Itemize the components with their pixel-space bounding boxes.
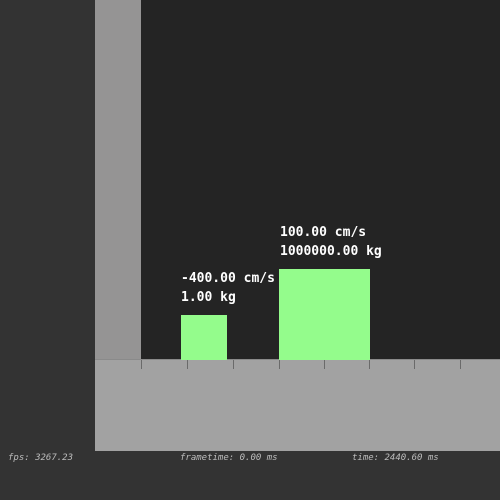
- floor-tick: [187, 360, 188, 369]
- floor-tick: [279, 360, 280, 369]
- floor-tick: [369, 360, 370, 369]
- time-readout: time: 2440.60 ms: [352, 453, 439, 463]
- left-wall: [95, 0, 141, 360]
- small-block: [181, 315, 227, 360]
- floor-tick: [324, 360, 325, 369]
- floor-tick: [141, 360, 142, 369]
- small-block-velocity-label: -400.00 cm/s: [181, 271, 275, 286]
- floor-tick: [460, 360, 461, 369]
- fps-readout: fps: 3267.23: [8, 453, 74, 463]
- large-block-velocity-label: 100.00 cm/s: [280, 225, 367, 240]
- frametime-readout: frametime: 0.00 ms: [180, 453, 278, 463]
- large-block-mass-label: 1000000.00 kg: [280, 244, 382, 259]
- large-block: [279, 269, 370, 360]
- floor-tick: [233, 360, 234, 369]
- small-block-mass-label: 1.00 kg: [181, 290, 236, 305]
- floor-tick: [414, 360, 415, 369]
- floor: [95, 360, 500, 451]
